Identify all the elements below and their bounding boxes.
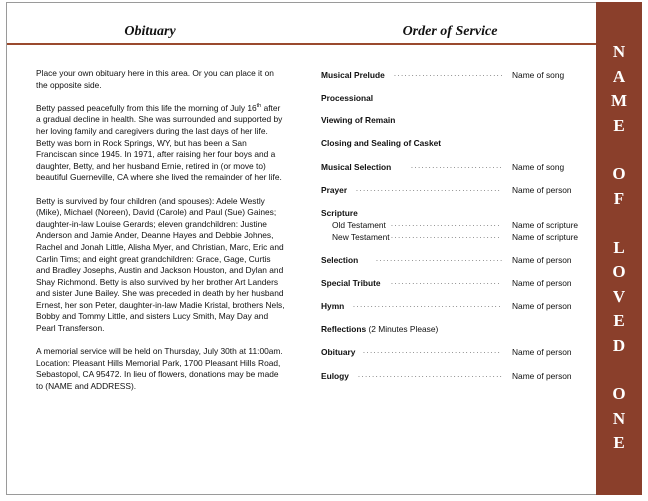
service-item-value: Name of scripture: [512, 232, 579, 242]
service-item: Musical Prelude.........................…: [321, 69, 591, 81]
service-item-label: Musical Prelude: [321, 70, 385, 80]
service-item: Eulogy..................................…: [321, 370, 591, 382]
superscript: th: [256, 102, 262, 109]
service-item: Obituary................................…: [321, 346, 591, 358]
service-item: Selection...............................…: [321, 254, 591, 266]
service-item-value: Name of person: [512, 347, 572, 357]
banner-letter: E: [613, 115, 625, 135]
obituary-text-part: Betty passed peacefully from this life t…: [36, 102, 257, 113]
service-item: Scripture: [321, 207, 591, 219]
banner-letter: M: [610, 91, 628, 110]
banner-letter: O: [612, 164, 626, 184]
dot-leader: ...............................: [391, 279, 501, 286]
service-item-label: Musical Selection: [321, 162, 392, 172]
service-item-label: Scripture: [321, 208, 358, 218]
obituary-text-part: after a gradual decline in health. She w…: [36, 102, 283, 183]
service-item-value: Name of person: [512, 278, 572, 288]
service-item-value: Name of song: [512, 162, 565, 172]
banner-letter: O: [612, 384, 626, 404]
dot-leader: ...............................: [394, 71, 504, 78]
service-item-note: (2 Minutes Please): [366, 324, 439, 334]
order-of-service-title: Order of Service: [402, 24, 498, 39]
banner-letter: L: [613, 237, 625, 257]
service-item: Special Tribute.........................…: [321, 277, 591, 289]
service-item-value: Name of song: [512, 70, 565, 80]
service-item: Prayer..................................…: [321, 184, 591, 196]
dot-leader: .......................................: [363, 348, 502, 355]
banner-letter: O: [612, 262, 626, 282]
obituary-text: Place your own obituary here in this are…: [36, 68, 286, 404]
service-item-label: Old Testament: [332, 220, 386, 230]
dot-leader: ........................................…: [353, 302, 502, 309]
dot-leader: ..........................: [411, 163, 504, 170]
obituary-title: Obituary: [124, 24, 176, 39]
side-banner: [596, 2, 642, 495]
banner-letter: A: [612, 66, 626, 86]
service-item-value: Name of person: [512, 371, 572, 381]
service-item-label: New Testament: [332, 232, 390, 242]
banner-letter: D: [612, 335, 626, 355]
service-item-label: Selection: [321, 255, 359, 265]
header-rule: [7, 43, 596, 45]
dot-leader: ...............................: [391, 233, 501, 240]
service-item: Closing and Sealing of Casket: [321, 137, 591, 149]
banner-letter: N: [612, 42, 626, 61]
dot-leader: ....................................: [376, 256, 504, 263]
service-item-label: Eulogy: [321, 371, 349, 381]
service-item: Hymn....................................…: [321, 300, 591, 312]
dot-leader: ........................................…: [358, 372, 504, 379]
banner-letter: N: [612, 408, 626, 428]
service-item-label: Obituary: [321, 347, 356, 357]
banner-letter: V: [612, 286, 626, 306]
service-item-value: Name of person: [512, 185, 572, 195]
service-item-label: Special Tribute: [321, 278, 381, 288]
obituary-paragraph: Betty is survived by four children (and …: [36, 195, 285, 334]
banner-letter: E: [613, 311, 625, 331]
service-item-label: Prayer: [321, 185, 348, 195]
service-item-label: Reflections: [321, 324, 367, 334]
service-item: Old Testament...........................…: [321, 219, 591, 231]
dot-leader: ...............................: [391, 221, 501, 228]
banner-letter: E: [613, 433, 625, 453]
dot-leader: ........................................…: [356, 186, 502, 193]
service-item-label: Closing and Sealing of Casket: [321, 138, 442, 148]
service-item-value: Name of person: [512, 255, 572, 265]
obituary-paragraph: A memorial service will be held on Thurs…: [36, 346, 283, 392]
banner-letter: F: [613, 188, 625, 208]
service-item: New Testament...........................…: [321, 231, 591, 243]
service-item-label: Hymn: [321, 301, 345, 311]
service-item-value: Name of scripture: [512, 220, 579, 230]
service-item: Viewing of Remain: [321, 114, 591, 126]
service-item-label: Viewing of Remain: [321, 115, 396, 125]
obituary-paragraph: Place your own obituary here in this are…: [36, 68, 274, 90]
service-item-value: Name of person: [512, 301, 572, 311]
service-item-label: Processional: [321, 93, 374, 103]
page-border: [6, 2, 642, 495]
service-item: Musical Selection.......................…: [321, 161, 591, 173]
service-item: Processional: [321, 92, 591, 104]
obituary-paragraph: Betty passed peacefully from this life t…: [36, 103, 286, 184]
service-item: Reflections (2 Minutes Please): [321, 323, 591, 335]
